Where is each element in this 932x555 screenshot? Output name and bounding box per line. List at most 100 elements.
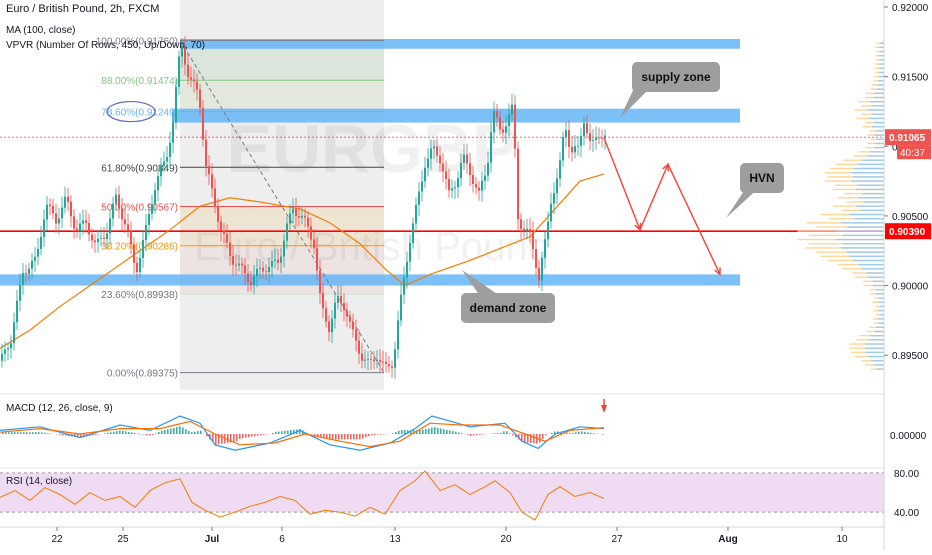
vp-bar-down xyxy=(875,143,884,144)
candle-body xyxy=(481,181,483,191)
candle-body xyxy=(277,260,279,263)
hvn-callout: HVN xyxy=(726,163,784,218)
macd-hist-bar xyxy=(32,432,34,434)
vp-bar-down xyxy=(871,105,884,106)
vp-bar-down xyxy=(865,348,884,349)
vp-bar-down xyxy=(876,293,884,294)
fib-label: 78.60%(0.91249) xyxy=(101,108,178,119)
candle-body xyxy=(76,229,78,231)
macd-hist-bar xyxy=(353,434,355,439)
vp-bar-down xyxy=(870,335,884,336)
supply-zone xyxy=(172,109,740,123)
vp-bar-down xyxy=(862,159,884,160)
macd-hist-bar xyxy=(419,430,421,434)
candle-body xyxy=(595,138,597,140)
candle-body xyxy=(394,349,396,367)
candle-body xyxy=(259,268,261,269)
candle-body xyxy=(58,218,60,223)
candle-body xyxy=(40,237,42,249)
candle-body xyxy=(190,77,192,79)
candle-body xyxy=(160,166,162,176)
candle-body xyxy=(208,166,210,174)
candle-body xyxy=(337,296,339,303)
candle-body xyxy=(304,216,306,218)
candle-body xyxy=(226,234,228,243)
candle-body xyxy=(334,303,336,319)
candle-body xyxy=(346,310,348,316)
candle-body xyxy=(229,243,231,256)
candle-body xyxy=(298,216,300,218)
vp-bar-down xyxy=(874,122,884,123)
macd-hist-bar xyxy=(188,431,190,434)
macd-axis-label: 0.00000 xyxy=(890,431,927,442)
vp-bar-down xyxy=(873,281,884,282)
macd-hist-bar xyxy=(155,433,157,434)
candle-body xyxy=(358,341,360,354)
macd-hist-bar xyxy=(44,433,46,434)
vp-bar-down xyxy=(871,360,884,361)
fib-label: 61.80%(0.90849) xyxy=(101,163,178,174)
candle-body xyxy=(499,117,501,129)
candle-body xyxy=(418,192,420,205)
candle-body xyxy=(88,223,90,235)
vp-bar-down xyxy=(854,168,884,169)
candle-body xyxy=(589,133,591,141)
candle-body xyxy=(79,224,81,231)
candle-body xyxy=(283,241,285,257)
candle-body xyxy=(559,160,561,178)
macd-hist-bar xyxy=(338,434,340,439)
vp-bar-down xyxy=(870,101,884,102)
vp-bar-down xyxy=(873,285,884,286)
candle-body xyxy=(478,188,480,191)
macd-hist-bar xyxy=(428,429,430,434)
candle-body xyxy=(574,146,576,152)
candle-body xyxy=(148,214,150,225)
candle-body xyxy=(175,87,177,122)
macd-hist-bar xyxy=(128,432,130,434)
rsi-axis-label-40: 40.00 xyxy=(894,508,919,519)
candle-body xyxy=(235,265,237,266)
candle-body xyxy=(310,226,312,239)
macd-hist-bar xyxy=(14,432,16,434)
candle-body xyxy=(580,136,582,146)
candle-body xyxy=(406,262,408,278)
candle-body xyxy=(598,138,600,139)
macd-hist-bar xyxy=(320,434,322,437)
macd-hist-bar xyxy=(482,434,484,435)
candle-body xyxy=(493,111,495,132)
vp-bar-down xyxy=(878,80,884,81)
candle-body xyxy=(457,178,459,187)
vp-bar-down xyxy=(849,256,884,257)
price-tick-label: 0.89500 xyxy=(892,351,929,362)
candle-body xyxy=(373,359,375,361)
vp-bar-down xyxy=(877,84,884,85)
candle-body xyxy=(289,213,291,223)
vp-bar-down xyxy=(868,276,884,277)
candle-body xyxy=(505,126,507,133)
candle-body xyxy=(331,319,333,333)
candle-body xyxy=(538,268,540,281)
candle-body xyxy=(466,155,468,164)
macd-hist-bar xyxy=(317,434,319,436)
vp-bar-down xyxy=(861,268,884,269)
macd-hist-bar xyxy=(587,432,589,434)
time-tick-label: 20 xyxy=(500,534,512,545)
macd-hist-bar xyxy=(458,433,460,434)
vp-bar-down xyxy=(880,59,884,60)
macd-hist-bar xyxy=(470,434,472,436)
candle-body xyxy=(172,122,174,142)
vp-bar-down xyxy=(876,130,884,131)
candle-body xyxy=(247,273,249,282)
macd-hist-bar xyxy=(194,432,196,434)
vp-bar-down xyxy=(859,197,884,198)
macd-hist-bar xyxy=(578,432,580,434)
candle-body xyxy=(436,146,438,155)
macd-hist-bar xyxy=(347,434,349,439)
vp-bar-down xyxy=(879,68,884,69)
macd-hist-bar xyxy=(371,434,373,435)
candle-body xyxy=(517,149,519,220)
time-tick-label: 25 xyxy=(117,534,129,545)
candle-body xyxy=(577,146,579,147)
